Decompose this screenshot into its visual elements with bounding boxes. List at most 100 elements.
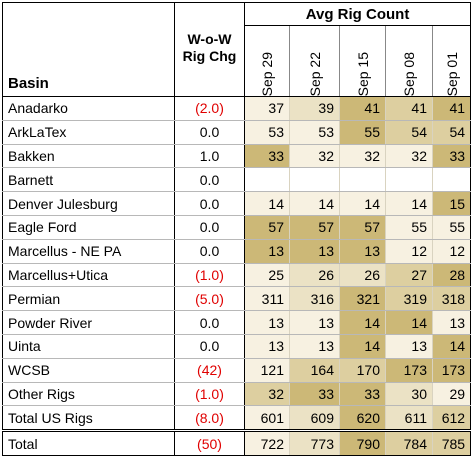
basin-name: Eagle Ford	[2, 215, 175, 240]
rig-count-cell: 13	[244, 334, 290, 359]
table-row: Bakken 1.0 33 32 32 32 33	[2, 144, 472, 169]
rig-count-cell: 611	[385, 405, 433, 433]
wow-header: W-o-W Rig Chg	[174, 2, 245, 97]
table-row: Uinta 0.0 13 13 14 13 14	[2, 334, 472, 359]
date-header-label: Sep 29	[259, 51, 275, 96]
rig-count-cell: 609	[289, 405, 340, 433]
rig-count-cell: 41	[339, 96, 386, 121]
wow-rig-change: 0.0	[174, 167, 245, 193]
rig-count-cell: 55	[431, 215, 472, 240]
avg-rig-count-header: Avg Rig Count	[244, 2, 472, 26]
rig-count-cell: 13	[289, 334, 340, 359]
rig-count-cell: 12	[431, 239, 472, 264]
basin-name: Total	[2, 430, 175, 456]
rig-count-cell: 32	[385, 144, 433, 169]
rig-count-cell: 26	[289, 263, 340, 288]
basin-name: Denver Julesburg	[2, 191, 175, 216]
rig-count-cell: 318	[431, 286, 472, 312]
rig-count-cell: 14	[385, 310, 433, 335]
rig-count-cell: 32	[339, 144, 386, 169]
rig-count-cell: 57	[244, 215, 290, 240]
rig-count-cell: 57	[289, 215, 340, 240]
table-row: Marcellus+Utica (1.0) 25 26 26 27 28	[2, 263, 472, 288]
rig-count-cell: 13	[244, 239, 290, 264]
rig-count-cell: 54	[431, 120, 472, 145]
table-row: Barnett 0.0	[2, 167, 472, 193]
rig-count-cell: 790	[339, 430, 386, 456]
rig-count-cell: 33	[244, 144, 290, 169]
rig-count-cell: 13	[431, 310, 472, 335]
date-header-label: Sep 22	[306, 51, 323, 96]
wow-rig-change: 0.0	[174, 120, 245, 145]
basin-name: Uinta	[2, 334, 175, 359]
rig-count-cell: 722	[244, 430, 290, 456]
basin-name: WCSB	[2, 358, 175, 383]
rig-count-cell: 29	[431, 382, 472, 407]
rig-count-cell: 27	[385, 263, 433, 288]
date-header: Sep 22	[289, 25, 340, 97]
rig-count-cell: 170	[339, 358, 386, 383]
date-header: Sep 08	[385, 25, 433, 97]
table-row: Denver Julesburg 0.0 14 14 14 14 15	[2, 191, 472, 216]
rig-count-cell: 785	[431, 430, 472, 456]
rig-count-cell: 41	[385, 96, 433, 121]
date-header: Sep 29	[244, 25, 290, 97]
table-row: WCSB (42) 121 164 170 173 173	[2, 358, 472, 383]
rig-count-cell: 14	[339, 310, 386, 335]
basin-name: Powder River	[2, 310, 175, 335]
wow-rig-change: 0.0	[174, 215, 245, 240]
rig-count-cell: 26	[339, 263, 386, 288]
basin-header: Basin	[2, 2, 175, 97]
rig-count-cell: 601	[244, 405, 290, 433]
basin-name: Barnett	[2, 167, 175, 193]
table-row: Powder River 0.0 13 13 14 14 13	[2, 310, 472, 335]
rig-count-cell: 773	[289, 430, 340, 456]
wow-rig-change: 1.0	[174, 144, 245, 169]
table-body: Anadarko (2.0) 37 39 41 41 41 ArkLaTex 0.0 53 53 55…	[2, 96, 472, 456]
rig-count-cell: 321	[339, 286, 386, 312]
rig-count-cell	[339, 167, 386, 193]
rig-count-cell	[385, 167, 433, 193]
date-header: Sep 01	[431, 25, 472, 97]
wow-rig-change: 0.0	[174, 191, 245, 216]
rig-count-cell: 14	[289, 191, 340, 216]
rig-count-cell: 173	[385, 358, 433, 383]
table-row: Marcellus - NE PA 0.0 13 13 13 12 12	[2, 239, 472, 264]
rig-count-cell: 173	[431, 358, 472, 383]
rig-count-cell: 13	[244, 310, 290, 335]
wow-rig-change: 0.0	[174, 334, 245, 359]
basin-name: Bakken	[2, 144, 175, 169]
date-header-label: Sep 15	[354, 51, 371, 96]
table-row: Total US Rigs (8.0) 601 609 620 611 612	[2, 405, 472, 433]
rig-count-cell	[431, 167, 472, 193]
wow-rig-change: (2.0)	[174, 96, 245, 121]
rig-count-cell: 164	[289, 358, 340, 383]
basin-name: ArkLaTex	[2, 120, 175, 145]
wow-header-line1: W-o-W	[187, 31, 232, 47]
basin-name: Total US Rigs	[2, 405, 175, 433]
wow-rig-change: (1.0)	[174, 263, 245, 288]
wow-rig-change: 0.0	[174, 239, 245, 264]
date-header-label: Sep 08	[401, 51, 417, 96]
rig-count-cell: 54	[385, 120, 433, 145]
rig-count-cell: 13	[289, 239, 340, 264]
rig-count-cell	[244, 167, 290, 193]
rig-count-cell: 30	[385, 382, 433, 407]
rig-count-cell: 612	[431, 405, 472, 433]
wow-header-line2: Rig Chg	[182, 48, 237, 64]
table-row: ArkLaTex 0.0 53 53 55 54 54	[2, 120, 472, 145]
basin-name: Permian	[2, 286, 175, 312]
rig-count-cell: 784	[385, 430, 433, 456]
basin-name: Anadarko	[2, 96, 175, 121]
rig-count-cell: 55	[339, 120, 386, 145]
rig-count-cell: 13	[339, 239, 386, 264]
table-row: Total (50) 722 773 790 784 785	[2, 430, 472, 456]
basin-name: Marcellus+Utica	[2, 263, 175, 288]
rig-count-cell: 14	[339, 191, 386, 216]
rig-count-cell: 28	[431, 263, 472, 288]
rig-count-cell: 15	[431, 191, 472, 216]
basin-name: Other Rigs	[2, 382, 175, 407]
rig-count-cell: 57	[339, 215, 386, 240]
rig-count-cell: 14	[339, 334, 386, 359]
wow-rig-change: 0.0	[174, 310, 245, 335]
